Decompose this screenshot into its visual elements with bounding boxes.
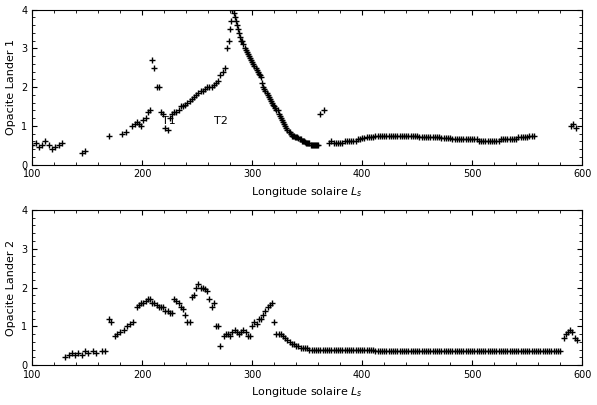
Y-axis label: Opacite Lander 1: Opacite Lander 1 [5, 39, 16, 135]
Text: T2: T2 [214, 116, 227, 126]
Y-axis label: Opacite Lander 2: Opacite Lander 2 [5, 239, 16, 336]
Text: T1: T1 [162, 116, 176, 126]
X-axis label: Longitude solaire $L_s$: Longitude solaire $L_s$ [251, 185, 363, 199]
X-axis label: Longitude solaire $L_s$: Longitude solaire $L_s$ [251, 386, 363, 399]
